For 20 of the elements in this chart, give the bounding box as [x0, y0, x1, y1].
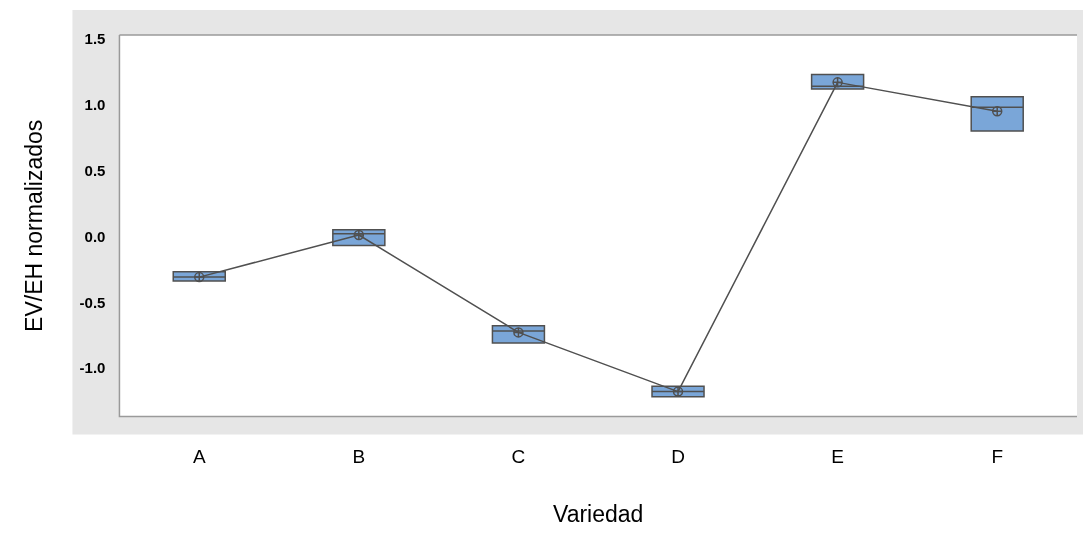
y-axis-title: EV/EH normalizados — [21, 119, 48, 332]
point — [353, 229, 365, 241]
point — [193, 271, 205, 283]
x-tick-label: C — [511, 446, 526, 468]
x-axis-title: Variedad — [553, 500, 644, 527]
x-tick-label: A — [192, 446, 206, 468]
y-tick-label: 0.5 — [84, 161, 106, 179]
x-tick-label: D — [671, 446, 685, 468]
x-tick-label: B — [352, 446, 366, 468]
x-tick-label: F — [991, 446, 1004, 468]
y-tick-label: -0.5 — [79, 293, 106, 311]
y-tick-label: 1.0 — [84, 96, 106, 114]
point — [672, 386, 684, 397]
y-tick-label: 1.5 — [84, 30, 106, 48]
point — [832, 77, 843, 88]
y-tick-label: 0.0 — [84, 227, 106, 245]
point — [991, 106, 1003, 117]
y-tick-label: -1.0 — [79, 359, 106, 377]
point — [513, 327, 524, 338]
x-tick-label: E — [831, 446, 844, 468]
